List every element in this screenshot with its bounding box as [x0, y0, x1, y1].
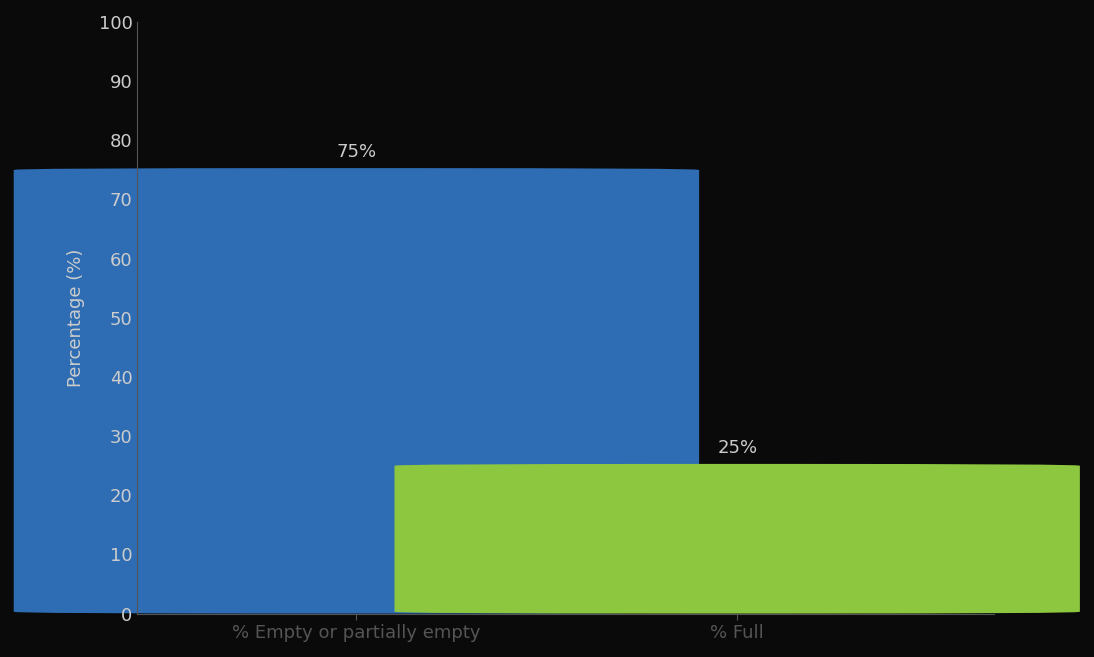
Text: 25%: 25%	[718, 439, 757, 457]
FancyBboxPatch shape	[395, 464, 1080, 614]
Y-axis label: Percentage (%): Percentage (%)	[67, 248, 85, 387]
Text: 75%: 75%	[336, 143, 376, 161]
FancyBboxPatch shape	[14, 168, 699, 614]
